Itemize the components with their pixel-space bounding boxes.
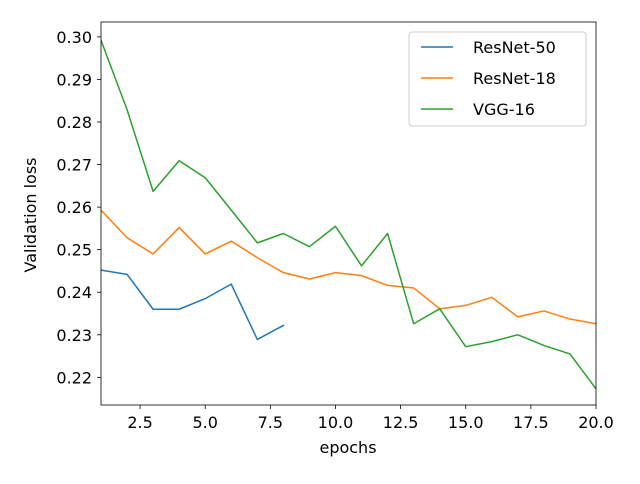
x-tick-label: 12.5 [383,413,419,432]
x-tick-label: 2.5 [127,413,152,432]
series-line-vgg-16 [101,39,596,390]
y-tick-label: 0.23 [56,326,92,345]
plot-frame [100,21,597,406]
x-tick-label: 7.5 [258,413,283,432]
y-tick-label: 0.27 [56,156,92,175]
y-tick-label: 0.28 [56,113,92,132]
legend-label-resnet-18: ResNet-18 [473,69,556,88]
x-tick-label: 5.0 [192,413,217,432]
y-tick-label: 0.22 [56,368,92,387]
legend-label-resnet-50: ResNet-50 [473,38,556,57]
y-tick-label: 0.30 [56,28,92,47]
y-axis-label: Validation loss [21,158,40,273]
x-tick-label: 10.0 [318,413,354,432]
series-layer [101,39,596,390]
series-line-resnet-50 [101,269,285,341]
x-tick-label: 15.0 [448,413,484,432]
x-tick-label: 20.0 [578,413,614,432]
y-tick-label: 0.26 [56,198,92,217]
legend-frame [408,31,587,127]
x-tick-label: 17.5 [513,413,549,432]
legend-items: ResNet-50 ResNet-18 VGG-16 [421,38,556,119]
legend: ResNet-50 ResNet-18 VGG-16 [408,31,587,127]
legend-label-vgg-16: VGG-16 [473,100,535,119]
y-tick-label: 0.25 [56,241,92,260]
series-line-resnet-18 [101,209,596,325]
y-tick-label: 0.29 [56,70,92,89]
x-axis-label: epochs [319,438,376,457]
y-tick-label: 0.24 [56,283,92,302]
axes-layer: 2.5 5.0 7.5 10.0 12.5 15.0 17.5 20.0 0.22 0.23 0.2… [56,21,614,432]
